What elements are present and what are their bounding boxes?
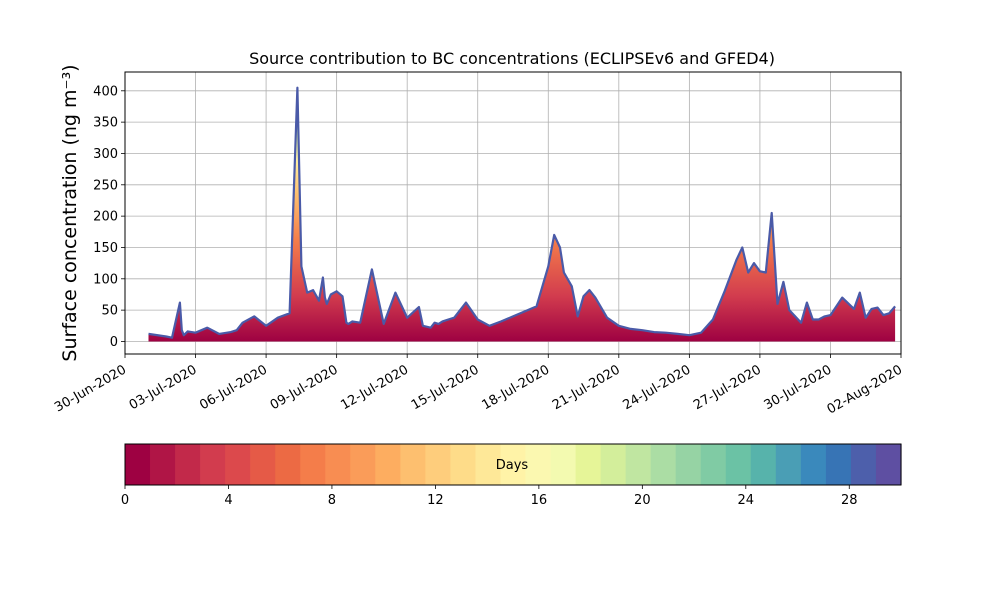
- colorbar-swatch: [325, 444, 351, 485]
- colorbar-frame: [124, 443, 902, 486]
- colorbar-tick-label: 12: [427, 493, 444, 508]
- y-tick-label: 400: [93, 84, 118, 99]
- y-axis-label: Surface concentration (ng m⁻³): [59, 64, 81, 361]
- colorbar-swatch: [550, 444, 577, 485]
- colorbar-swatch: [675, 444, 702, 485]
- colorbar-swatch: [125, 444, 151, 485]
- x-tick-label: 15-Jul-2020: [409, 362, 482, 413]
- y-tick-label: 300: [93, 147, 118, 162]
- x-tick-label: 18-Jul-2020: [479, 362, 552, 413]
- colorbar-swatch: [425, 444, 452, 485]
- y-tick-label: 150: [93, 241, 118, 256]
- colorbar-swatch: [600, 444, 627, 485]
- x-tick-label: 27-Jul-2020: [691, 362, 764, 413]
- colorbar-tick-label: 24: [738, 493, 755, 508]
- x-tick-label: 21-Jul-2020: [550, 362, 623, 413]
- x-tick-label: 02-Aug-2020: [825, 362, 905, 417]
- colorbar-tick-label: 8: [328, 493, 336, 508]
- colorbar-swatch: [475, 444, 502, 485]
- axes: 0 50 100 150 200 250 300 350 400 30-Jun-202003-Ju…: [52, 84, 905, 417]
- colorbar-swatch: [700, 444, 727, 485]
- colorbar-tick-label: 16: [531, 493, 548, 508]
- x-tick-label: 09-Jul-2020: [268, 362, 341, 413]
- y-tick-label: 200: [93, 210, 118, 225]
- colorbar-swatch: [750, 444, 777, 485]
- colorbar-swatch: [500, 444, 527, 485]
- colorbar-swatch: [525, 444, 552, 485]
- colorbar-swatch: [800, 444, 827, 485]
- colorbar-swatch: [825, 444, 852, 485]
- colorbar-swatch: [725, 444, 752, 485]
- colorbar-swatch: [875, 444, 902, 485]
- colorbar-swatch: [350, 444, 376, 485]
- colorbar-swatch: [175, 444, 201, 485]
- x-tick-label: 30-Jun-2020: [52, 362, 129, 415]
- colorbar-swatch: [150, 444, 176, 485]
- colorbar-swatch: [225, 444, 251, 485]
- colorbar-swatch: [575, 444, 602, 485]
- grid-lines: [124, 72, 902, 354]
- colorbar-swatch: [375, 444, 401, 485]
- colorbar-tick-label: 20: [634, 493, 651, 508]
- stacked-area: [148, 87, 896, 342]
- colorbar-swatch: [275, 444, 301, 485]
- chart-title: Source contribution to BC concentrations…: [249, 49, 775, 68]
- y-tick-label: 50: [101, 304, 118, 319]
- x-tick-label: 06-Jul-2020: [197, 362, 270, 413]
- y-tick-label: 0: [110, 335, 118, 350]
- colorbar-swatch: [250, 444, 276, 485]
- stacked-area-group: [148, 86, 896, 342]
- colorbar-swatch: [850, 444, 877, 485]
- y-tick-label: 250: [93, 178, 118, 193]
- x-tick-label: 30-Jul-2020: [762, 362, 835, 413]
- y-tick-label: 100: [93, 272, 118, 287]
- y-tick-label: 350: [93, 116, 118, 131]
- colorbar-swatch: [300, 444, 326, 485]
- colorbar-label: Days: [496, 458, 529, 473]
- total-series-line: [148, 86, 896, 339]
- colorbar-swatch: [775, 444, 802, 485]
- colorbar: 0 4 8 12 16 20 24 28: [121, 443, 902, 508]
- colorbar-swatch: [450, 444, 477, 485]
- x-tick-label: 03-Jul-2020: [127, 362, 200, 413]
- x-tick-label: 24-Jul-2020: [621, 362, 694, 413]
- colorbar-tick-label: 0: [121, 493, 129, 508]
- x-tick-label: 12-Jul-2020: [338, 362, 411, 413]
- colorbar-swatch: [625, 444, 652, 485]
- colorbar-swatch: [400, 444, 426, 485]
- plot-frame: [124, 71, 902, 355]
- colorbar-swatch: [650, 444, 677, 485]
- colorbar-tick-label: 4: [224, 493, 232, 508]
- colorbar-swatch: [200, 444, 226, 485]
- colorbar-tick-label: 28: [841, 493, 858, 508]
